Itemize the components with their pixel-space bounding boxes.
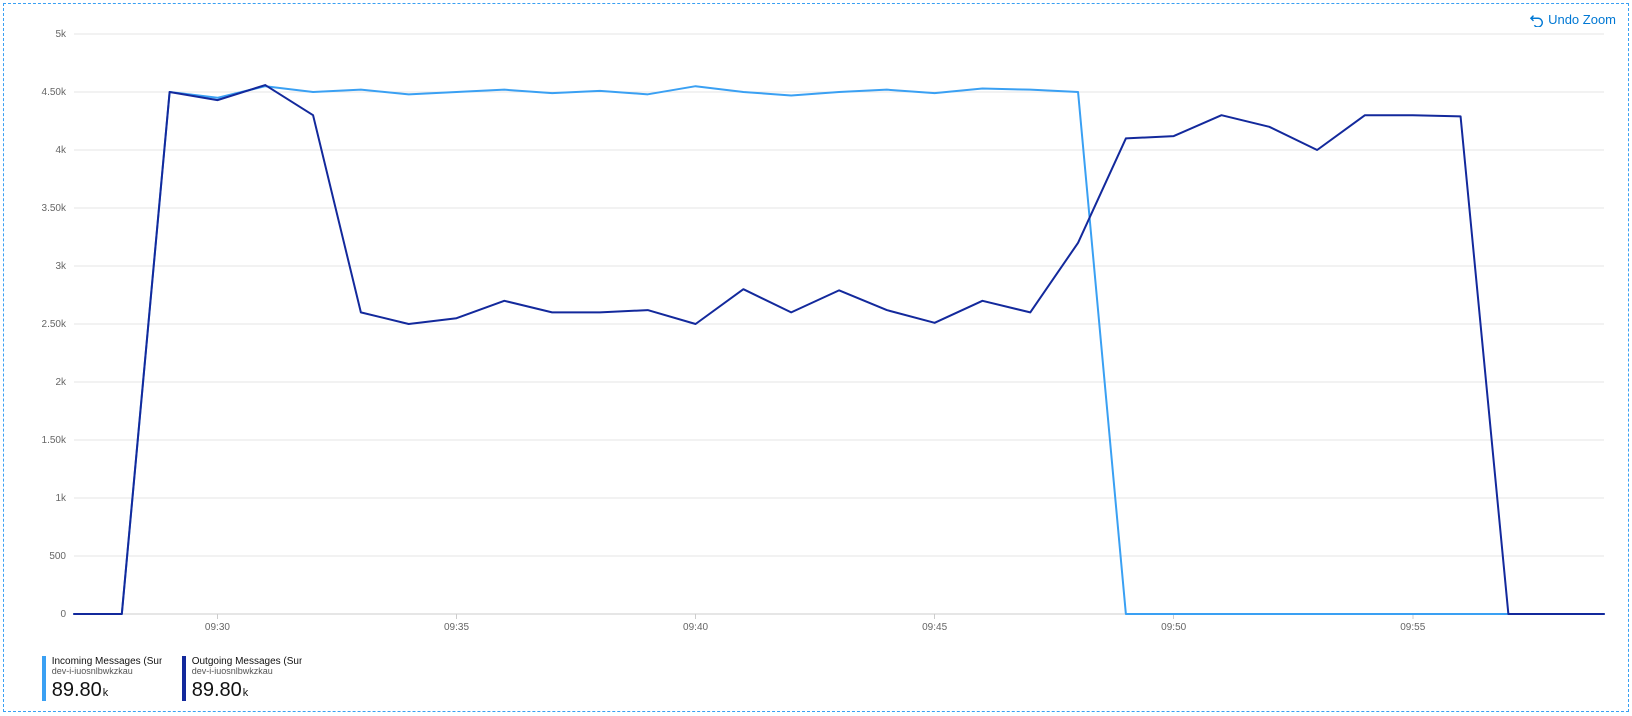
legend-title: Outgoing Messages (Sum): [192, 656, 302, 667]
legend: Incoming Messages (Sum) dev-i-iuosnlbwkz…: [42, 656, 302, 701]
svg-text:0: 0: [60, 609, 66, 620]
svg-text:2k: 2k: [55, 377, 67, 388]
svg-text:09:30: 09:30: [205, 622, 230, 633]
svg-text:5k: 5k: [55, 29, 67, 40]
legend-subtitle: dev-i-iuosnlbwkzkau: [52, 667, 162, 677]
svg-text:09:35: 09:35: [444, 622, 469, 633]
svg-text:09:45: 09:45: [922, 622, 947, 633]
svg-text:4k: 4k: [55, 145, 67, 156]
svg-text:500: 500: [49, 551, 66, 562]
svg-text:2.50k: 2.50k: [42, 319, 67, 330]
svg-text:09:55: 09:55: [1400, 622, 1425, 633]
legend-value: 89.80k: [52, 679, 162, 701]
svg-text:1.50k: 1.50k: [42, 435, 67, 446]
svg-text:09:40: 09:40: [683, 622, 708, 633]
legend-item-outgoing[interactable]: Outgoing Messages (Sum) dev-i-iuosnlbwkz…: [182, 656, 302, 701]
legend-item-incoming[interactable]: Incoming Messages (Sum) dev-i-iuosnlbwkz…: [42, 656, 162, 701]
svg-text:1k: 1k: [55, 493, 67, 504]
svg-text:4.50k: 4.50k: [42, 87, 67, 98]
legend-color-bar: [182, 656, 186, 701]
series-incoming: [74, 86, 1604, 614]
svg-text:3k: 3k: [55, 261, 67, 272]
legend-color-bar: [42, 656, 46, 701]
chart-panel: Undo Zoom 05001k1.50k2k2.50k3k3.50k4k4.5…: [3, 3, 1629, 712]
line-chart: 0 500 1k 1.50k 2k 2.50k 3k 3.50k 4k 4.50k 5k 09:30 0…: [4, 4, 1628, 711]
series-outgoing: [74, 85, 1604, 614]
legend-subtitle: dev-i-iuosnlbwkzkau: [192, 667, 302, 677]
svg-text:3.50k: 3.50k: [42, 203, 67, 214]
legend-title: Incoming Messages (Sum): [52, 656, 162, 667]
legend-value: 89.80k: [192, 679, 302, 701]
svg-text:09:50: 09:50: [1161, 622, 1186, 633]
chart-area[interactable]: 0 500 1k 1.50k 2k 2.50k 3k 3.50k 4k 4.50k 5k 09:30 0…: [4, 4, 1628, 711]
